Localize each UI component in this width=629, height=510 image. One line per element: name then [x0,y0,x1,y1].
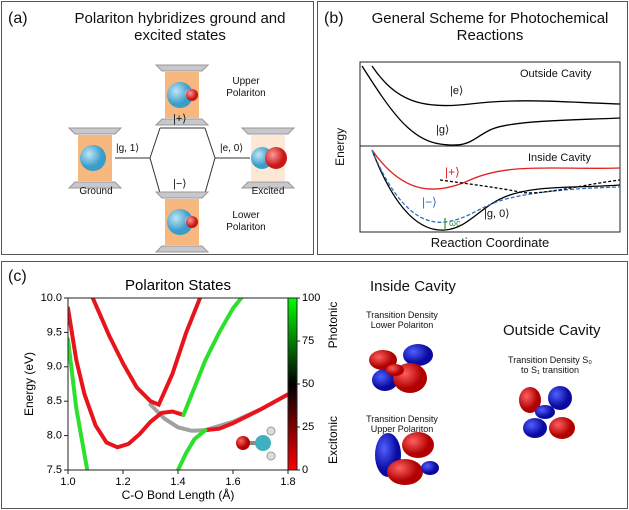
y-tick-label: 7.5 [47,464,62,476]
mirror [69,128,121,134]
mirror [156,65,208,71]
ket: |−⟩ [422,196,437,210]
scheme-curves [362,66,620,230]
section-title: Inside Cavity [370,278,456,295]
density-outside [519,386,575,439]
colorbar-label: Excitonic [326,416,340,464]
y-axis-title: Energy (eV) [22,352,36,416]
ket: |e, 0⟩ [220,143,243,155]
chart-title: Polariton States [125,277,231,294]
state-label: Lower Polariton [216,210,276,233]
ket: |+⟩ [445,166,460,180]
omega: ωc [449,218,461,228]
axis-title: Reaction Coordinate [360,236,620,251]
ket: |g, 0⟩ [484,208,510,221]
panel-label: (b) [324,10,344,28]
x-axis-title: C-O Bond Length (Å) [122,487,235,502]
orbital [80,145,106,171]
panel-title: General Scheme for Photochemical Reactio… [355,10,625,45]
colorbar-tick-label: 0 [302,464,308,476]
section-label: Outside Cavity [520,68,592,81]
state-label: Ground [72,186,120,198]
x-tick-label: 1.0 [60,476,75,488]
x-tick-label: 1.8 [280,476,295,488]
ket: |+⟩ [173,113,187,126]
ket: |e⟩ [450,85,463,98]
scheme-frame [360,62,620,232]
panel-label: (c) [8,268,27,286]
panel-label: (a) [8,10,28,28]
colorbar-tick-label: 75 [302,335,314,347]
figure: Polariton States Energy (eV) C-O Bond Leng… [0,0,629,510]
x-tick-label: 1.4 [170,476,185,488]
curve [178,430,206,470]
x-tick-label: 1.2 [115,476,130,488]
mirror [156,246,208,252]
orbital [186,216,198,228]
ket: |g⟩ [436,124,449,137]
colorbar-tick-label: 100 [302,292,320,304]
y-tick-label: 9.0 [47,361,62,373]
density-upper [375,432,439,485]
y-tick-label: 8.0 [47,430,62,442]
ket: |−⟩ [173,178,187,191]
mirror [156,192,208,198]
caption: Transition Density Lower Polariton [362,310,442,331]
state-label: Upper Polariton [216,76,276,99]
orbital [265,147,287,169]
density-lower [369,344,433,393]
colorbar-tick-label: 50 [302,378,314,390]
y-tick-label: 10.0 [41,292,62,304]
y-tick-label: 8.5 [47,395,62,407]
colorbar-tick-label: 25 [302,421,314,433]
state-label: Excited [244,186,292,198]
section-title: Outside Cavity [503,322,601,339]
curve [93,298,200,405]
colorbar [288,298,297,470]
axis-title: Energy [334,128,348,166]
section-label: Inside Cavity [528,152,591,165]
colorbar-label: Photonic [326,302,340,349]
molecule [236,427,275,460]
mirror [242,128,294,134]
panel-title: Polariton hybridizes ground and excited … [50,10,310,45]
orbital [186,89,198,101]
ket: |g, 1⟩ [116,143,139,155]
caption: Transition Density Upper Polariton [362,414,442,435]
x-tick-label: 1.6 [225,476,240,488]
caption: Transition Density S₀ to S₁ transition [505,355,595,376]
y-tick-label: 9.5 [47,326,62,338]
curve [68,308,184,447]
